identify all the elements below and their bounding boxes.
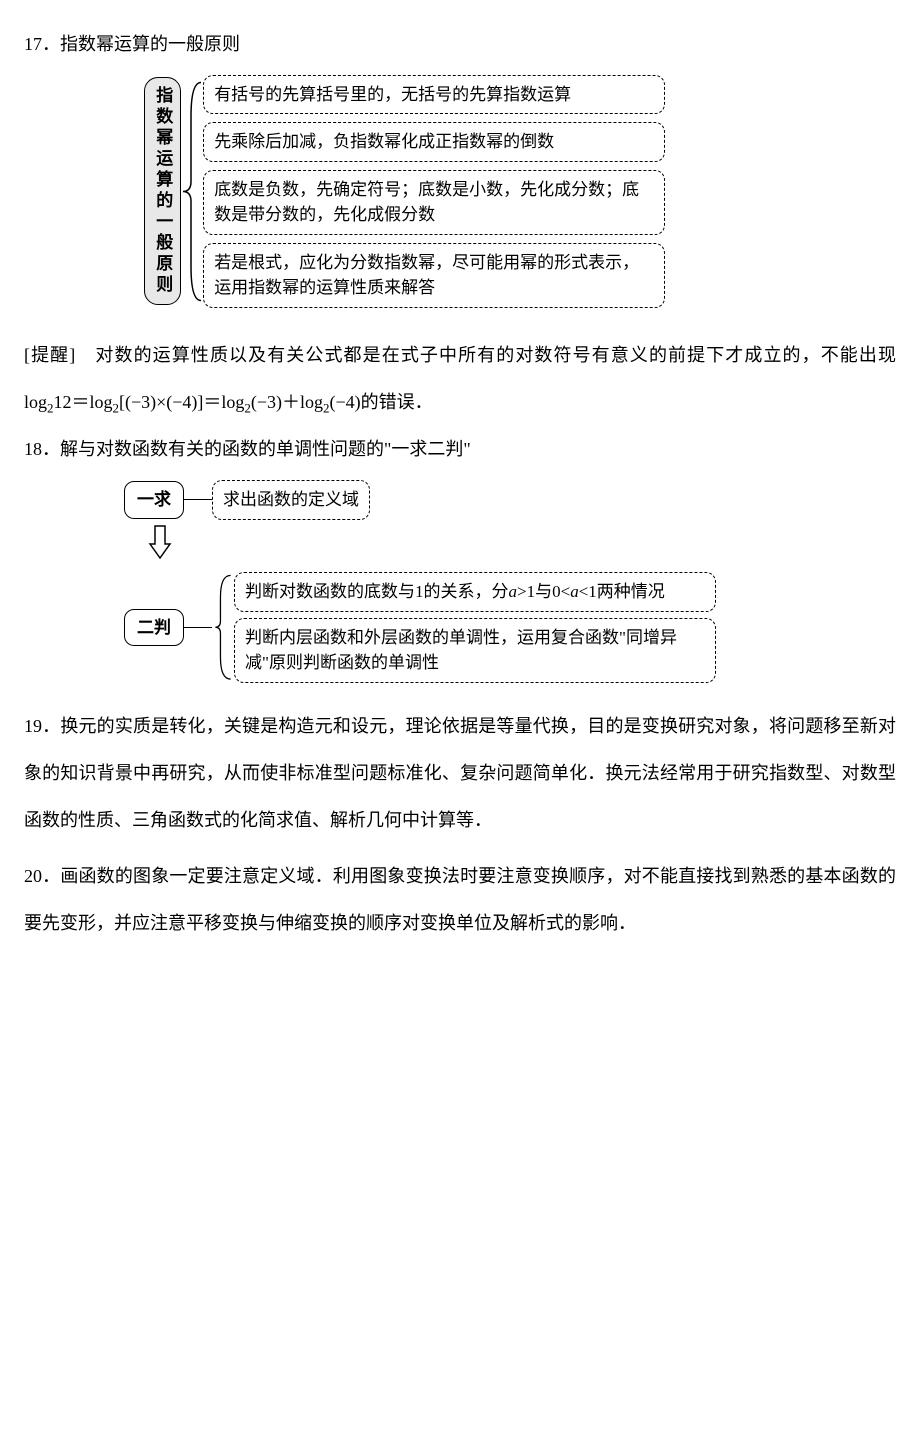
rule-box: 若是根式，应化为分数指数幂，尽可能用幂的形式表示，运用指数幂的运算性质来解答 [203,243,665,308]
step1-text: 求出函数的定义域 [212,480,370,520]
rule-box: 先乘除后加减，负指数幂化成正指数幂的倒数 [203,122,665,162]
brace-17 [181,75,203,308]
section-19-text: 19．换元的实质是转化，关键是构造元和设元，理论依据是等量代换，目的是变换研究对… [24,703,896,843]
diagram-17-label: 指数幂运算的一般原则 [144,77,181,305]
reminder-text-after: 的错误． [361,392,433,412]
section-20-text: 20．画函数的图象一定要注意定义域．利用图象变换法时要注意变换顺序，对不能直接找… [24,853,896,947]
diagram-18: 一求 求出函数的定义域 二判 判断对数函数的底数与1的关系，分a>1与0<a<1… [124,480,896,683]
rule-box: 判断对数函数的底数与1的关系，分a>1与0<a<1两种情况 [234,572,716,612]
rule-box: 有括号的先算括号里的，无括号的先算指数运算 [203,75,665,115]
reminder-formula: log212＝log2[(−3)×(−4)]＝log2(−3)＋log2(−4) [24,392,361,412]
connector [184,499,212,500]
reminder-label: [提醒] [24,345,75,365]
diagram-18-step2: 二判 判断对数函数的底数与1的关系，分a>1与0<a<1两种情况 判断内层函数和… [124,572,896,683]
section-17-heading: 17．指数幂运算的一般原则 [24,30,896,59]
rule-box: 判断内层函数和外层函数的单调性，运用复合函数"同增异减"原则判断函数的单调性 [234,618,716,683]
step2-label: 二判 [124,609,184,646]
down-arrow [124,520,896,573]
reminder-text: 对数的运算性质以及有关公式都是在式子中所有的对数符号有意义的前提下才成立的，不能… [75,345,896,365]
step2-rules: 判断对数函数的底数与1的关系，分a>1与0<a<1两种情况 判断内层函数和外层函… [234,572,716,683]
rule-box: 底数是负数，先确定符号；底数是小数，先化成分数；底数是带分数的，先化成假分数 [203,170,665,235]
diagram-17: 指数幂运算的一般原则 有括号的先算括号里的，无括号的先算指数运算 先乘除后加减，… [144,75,896,308]
bracket-18 [212,572,234,683]
step1-label: 一求 [124,481,184,518]
diagram-18-step1: 一求 求出函数的定义域 [124,480,896,520]
diagram-17-rules: 有括号的先算括号里的，无括号的先算指数运算 先乘除后加减，负指数幂化成正指数幂的… [203,75,665,308]
section-17-reminder: [提醒] 对数的运算性质以及有关公式都是在式子中所有的对数符号有意义的前提下才成… [24,332,896,426]
section-18-heading: 18．解与对数函数有关的函数的单调性问题的"一求二判" [24,435,896,464]
connector [184,627,212,628]
